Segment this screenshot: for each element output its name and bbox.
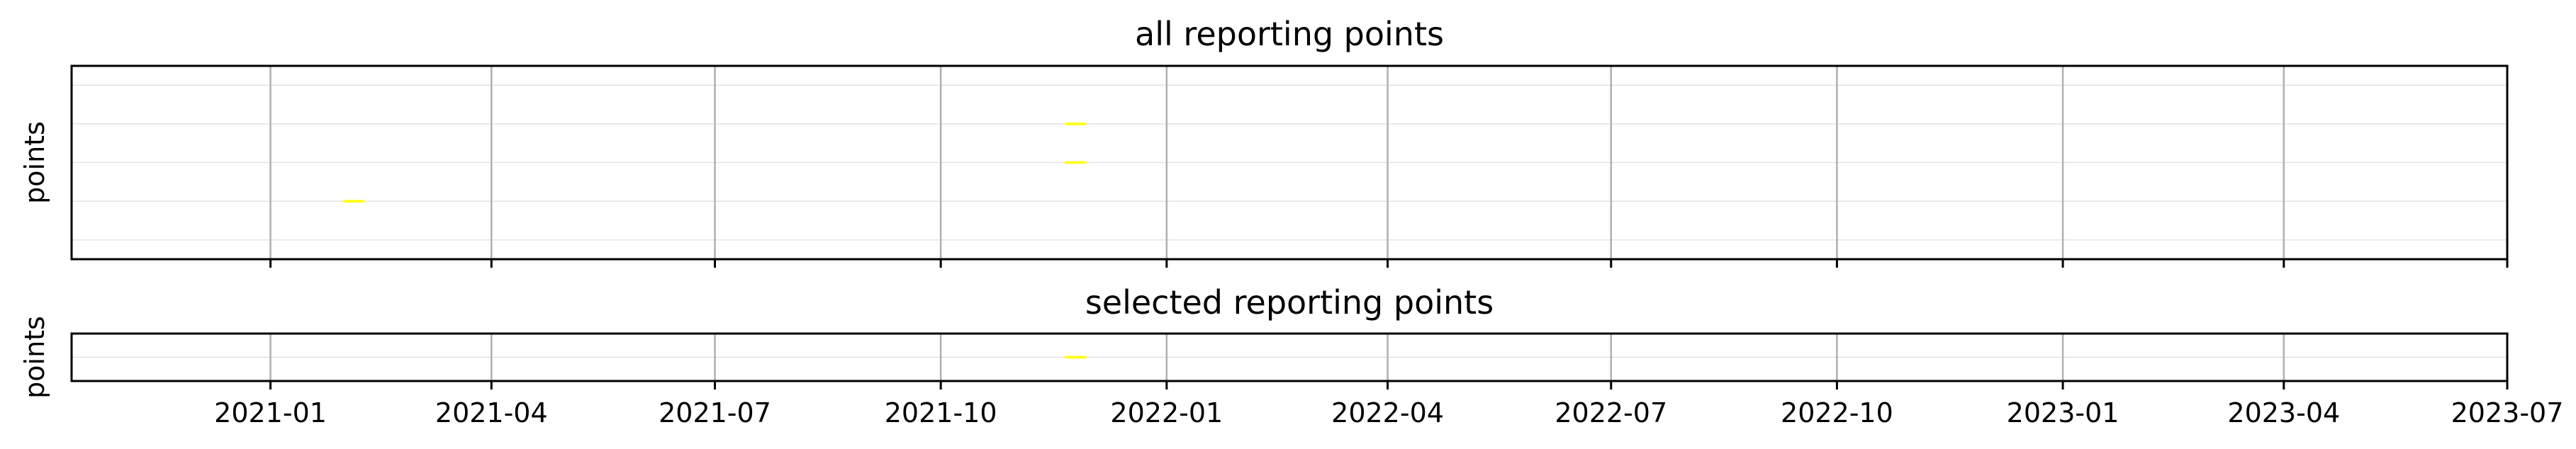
x-tick-label: 2022-04 (1331, 397, 1444, 428)
x-tick-label: 2021-04 (435, 397, 548, 428)
chart-title: selected reporting points (1085, 283, 1494, 322)
x-tick-label: 2023-07 (2451, 397, 2564, 428)
x-tick-label: 2022-10 (1781, 397, 1893, 428)
plot-frame (70, 332, 2509, 382)
x-tick-label: 2021-10 (885, 397, 997, 428)
chart-title: all reporting points (1135, 15, 1444, 53)
panel-all-reporting-points: all reporting points points (19, 15, 2509, 268)
plot-frame (70, 64, 2509, 261)
x-tick-label: 2022-01 (1110, 397, 1223, 428)
x-tick-label: 2023-04 (2227, 397, 2340, 428)
x-tick-label: 2022-07 (1555, 397, 1667, 428)
x-tick-label: 2021-07 (659, 397, 771, 428)
x-tick-label: 2021-01 (214, 397, 327, 428)
panel-selected-reporting-points: 2021-01 2021-04 2021-07 2021-10 2022-01 2022-… (19, 283, 2563, 428)
y-axis-label: points (19, 316, 50, 399)
x-tick-label: 2023-01 (2007, 397, 2119, 428)
y-axis-label: points (19, 121, 50, 204)
